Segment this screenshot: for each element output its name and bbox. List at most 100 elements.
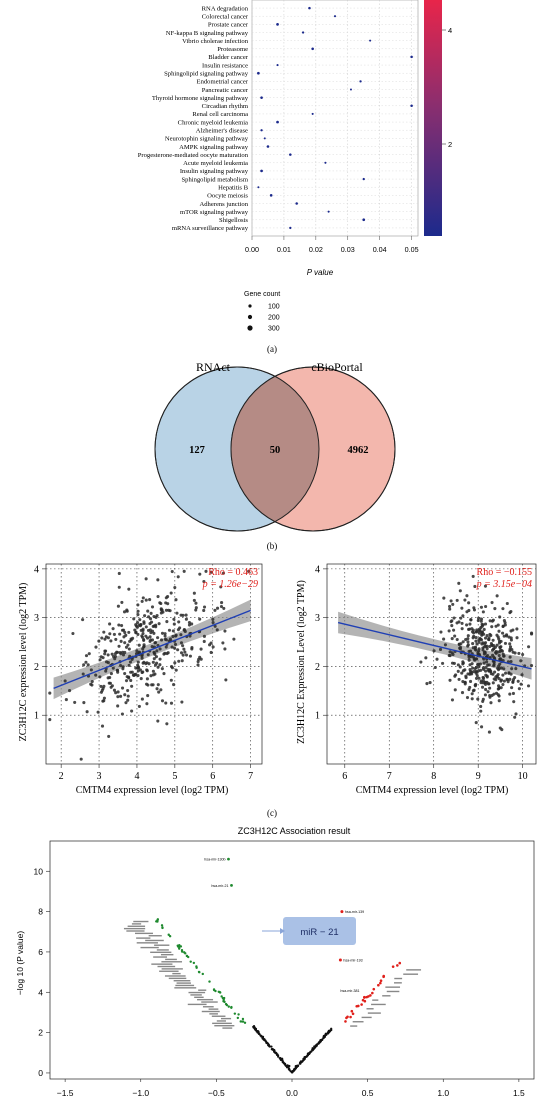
size-legend-title: Gene count xyxy=(244,291,280,298)
scatter-point xyxy=(133,628,137,632)
scatter-point xyxy=(165,722,169,726)
scatter-point xyxy=(139,623,143,627)
volcano-point-up xyxy=(361,998,365,1002)
scatter-point xyxy=(466,640,470,644)
volcano-ytick-label: 4 xyxy=(38,987,43,997)
scatter-point xyxy=(479,625,483,629)
scatter-point xyxy=(507,671,511,675)
mirna-label-clutter xyxy=(133,920,149,923)
scatter-point xyxy=(145,677,149,681)
fit-line xyxy=(53,609,251,690)
scatter-point xyxy=(480,725,484,729)
scatter-point xyxy=(146,694,150,698)
scatter-point xyxy=(496,666,500,670)
scatter-point xyxy=(527,645,531,649)
scatter-point xyxy=(146,628,151,632)
scatter-point xyxy=(469,618,473,622)
scatter-point xyxy=(433,665,437,670)
scatter-point xyxy=(497,641,502,645)
pathway-label: Prostate cancer xyxy=(208,22,249,29)
mirna-label-clutter xyxy=(367,1012,381,1014)
scatter-point xyxy=(202,579,206,584)
size-legend-200: 200 xyxy=(268,315,280,322)
scatter-point xyxy=(48,718,52,722)
volcano-point-ns xyxy=(283,1062,287,1065)
scatter-point xyxy=(473,584,477,588)
scatter-point xyxy=(167,608,171,612)
scatter-point xyxy=(158,663,162,667)
volcano-point-down xyxy=(217,990,220,993)
scatter-point xyxy=(479,704,483,708)
venn-label-cbioportal: cBioPortal xyxy=(311,360,363,374)
scatter-point xyxy=(135,649,139,653)
pathway-label: Insulin resistance xyxy=(202,62,248,69)
scatter-point xyxy=(181,644,185,648)
scatter-point xyxy=(247,569,251,573)
pathway-dot xyxy=(324,161,327,164)
scatter-point xyxy=(187,620,191,625)
scatter-point xyxy=(485,675,489,679)
mirna-label-clutter xyxy=(127,925,146,927)
scatter-point xyxy=(514,712,518,716)
size-legend-dot-100 xyxy=(248,304,252,308)
scatter-point xyxy=(116,690,120,694)
scatter-point xyxy=(530,631,534,635)
scatter-ytick-label: 2 xyxy=(315,662,320,673)
scatter-ytick-label: 1 xyxy=(315,711,320,722)
scatter-point xyxy=(152,651,156,655)
scatter-point xyxy=(442,596,446,600)
scatter-point xyxy=(124,701,128,705)
scatter-point xyxy=(497,694,501,698)
mirna-label-clutter xyxy=(201,1010,220,1013)
scatter-point xyxy=(460,627,464,631)
scatter-point xyxy=(144,662,148,666)
scatter-point xyxy=(466,643,470,647)
scatter-point xyxy=(485,633,489,638)
p-annotation: p = 3.15e−04 xyxy=(476,579,532,590)
pathway-dot xyxy=(327,210,330,213)
pathway-label: Acute myeloid leukemia xyxy=(183,160,248,167)
scatter-point xyxy=(476,662,480,667)
mirna-label-clutter xyxy=(126,930,145,932)
scatter-point xyxy=(477,640,481,644)
pathway-dot xyxy=(266,145,270,148)
scatter-point xyxy=(103,652,107,656)
scatter-point xyxy=(447,629,451,633)
pathway-dot xyxy=(410,55,413,59)
scatter-point xyxy=(136,660,140,664)
scatter-point xyxy=(441,661,445,665)
scatter-point xyxy=(89,682,93,686)
scatter-point xyxy=(456,669,460,673)
scatter-point xyxy=(477,616,481,620)
scatter-point xyxy=(104,669,108,673)
scatter-point xyxy=(190,622,194,626)
scatter-point xyxy=(124,679,129,683)
pathway-dot xyxy=(260,169,263,173)
scatter-point xyxy=(158,647,162,651)
scatter-point xyxy=(196,663,200,667)
mirna-label-clutter xyxy=(153,956,168,958)
scatter-point xyxy=(223,629,227,633)
scatter-point xyxy=(116,670,120,674)
scatter-point xyxy=(473,645,478,649)
scatter-point xyxy=(136,673,140,678)
scatter-point xyxy=(476,697,480,701)
scatter-point xyxy=(151,660,155,664)
scatter-point xyxy=(68,689,72,693)
p-annotation: p = 1.26e−29 xyxy=(202,579,258,590)
scatter-point xyxy=(120,712,124,716)
scatter-point xyxy=(82,663,86,667)
scatter-point xyxy=(460,671,464,675)
scatter-point xyxy=(202,605,207,609)
scatter-point xyxy=(198,617,202,621)
scatter-point xyxy=(454,673,458,677)
scatter-point xyxy=(449,599,453,603)
scatter-point xyxy=(501,682,505,687)
scatter-point xyxy=(117,571,121,575)
scatter-point xyxy=(457,581,461,585)
scatter-point xyxy=(94,673,98,677)
scatter-point xyxy=(116,704,120,708)
scatter-point xyxy=(499,645,503,649)
volcano-point-down xyxy=(198,970,201,974)
